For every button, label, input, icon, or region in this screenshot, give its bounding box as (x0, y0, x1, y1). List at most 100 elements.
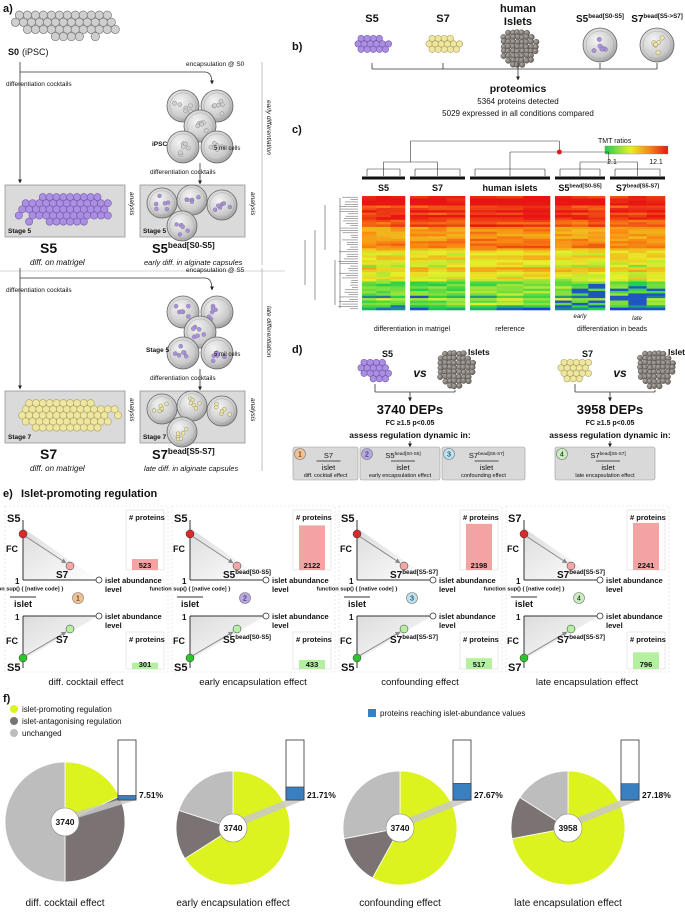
heatmap-cell (571, 283, 589, 287)
heatmap-cell (410, 224, 429, 228)
heatmap-cell (390, 295, 406, 299)
sample-label: S7 (56, 635, 69, 646)
heatmap-cell (628, 281, 647, 285)
cell (384, 369, 392, 377)
heatmap-cell (410, 203, 429, 206)
label: 3740 DEPs (377, 402, 444, 417)
heatmap-cell (428, 236, 447, 240)
label: S5 (382, 349, 393, 359)
capsule-cell (214, 405, 219, 410)
heatmap-cell (646, 248, 666, 251)
cell (66, 217, 75, 226)
end-dot (399, 561, 409, 571)
heatmap-cell (428, 288, 447, 292)
heatmap-cell (410, 257, 429, 261)
cell (375, 45, 383, 53)
heatmap-cell (628, 286, 647, 289)
heatmap-cell (376, 229, 391, 232)
heatmap-cell (646, 264, 666, 268)
heatmap-cell (376, 245, 391, 249)
label: Islets (668, 347, 685, 357)
heatmap-cell (571, 250, 589, 254)
sample-label: function sup() { [native code] } (484, 587, 566, 593)
capsule-cell (180, 224, 185, 229)
heatmap-cell (496, 238, 524, 242)
cell (100, 205, 109, 214)
bar-value: 517 (473, 660, 486, 669)
capsule-cell (227, 412, 232, 417)
shade (23, 616, 98, 660)
heatmap-cell (555, 205, 572, 209)
heatmap-cell (428, 302, 447, 306)
cell (381, 375, 389, 383)
heatmap-cell (628, 288, 647, 292)
heatmap-cell (571, 272, 589, 275)
heatmap-cell (610, 257, 629, 261)
cell (59, 217, 68, 226)
heatmap-cell (446, 267, 466, 270)
label-main: S7 (432, 183, 443, 193)
cell (369, 45, 377, 53)
heatmap-cell (610, 238, 629, 242)
heatmap-cell (446, 293, 466, 297)
heatmap-cell (362, 300, 377, 304)
badge-number: 1 (298, 452, 302, 459)
heatmap-cell (446, 198, 466, 202)
label-main: human (500, 3, 536, 15)
cell (45, 423, 54, 432)
heatmap-cell (390, 260, 406, 263)
heatmap-cell (470, 224, 497, 228)
heatmap-cell (571, 226, 589, 230)
heatmap-cell (628, 272, 647, 275)
heatmap-cell (362, 255, 377, 259)
heatmap-cell (588, 245, 606, 249)
cell (30, 24, 40, 34)
heatmap-cell (610, 281, 629, 285)
heatmap-cell (428, 267, 447, 270)
heatmap-cell (362, 226, 377, 230)
pie-total: 3740 (56, 817, 75, 827)
label-sup: function sup() { [native code] } (317, 587, 399, 593)
heatmap-cell (555, 276, 572, 280)
heatmap-cell (496, 281, 524, 285)
islet-cell (669, 368, 676, 375)
heatmap-cell (410, 243, 429, 247)
bar-value: 27.18% (642, 790, 671, 800)
callout (403, 800, 471, 825)
heatmap-cell (428, 274, 447, 278)
capsule (166, 416, 198, 448)
heatmap-cell (555, 274, 572, 278)
heatmap-cell (555, 307, 572, 311)
label: islet (515, 599, 533, 609)
heatmap-cell (588, 215, 606, 218)
heatmap-cell (446, 217, 466, 221)
heatmap-cell (376, 293, 391, 297)
cell (378, 358, 386, 366)
heatmap-cell (362, 260, 377, 263)
capsule-inner (209, 192, 235, 218)
label-sup: bead[S5-S7] (168, 447, 215, 456)
heatmap-cell (446, 274, 466, 278)
sample-label: S7 (436, 13, 449, 25)
cell (440, 45, 448, 53)
heatmap-cell (496, 207, 524, 211)
heatmap-cell (646, 236, 666, 240)
heatmap-cell (523, 302, 551, 306)
heatmap-cell (376, 257, 391, 261)
heatmap-cell (428, 262, 447, 266)
label: # proteins (630, 635, 666, 644)
heatmap-cell (646, 231, 666, 235)
heatmap-cell (628, 307, 647, 311)
heatmap-cell (646, 283, 666, 287)
capsule-shell (146, 187, 178, 219)
heatmap-cell (390, 200, 406, 204)
islet-cell (527, 38, 534, 45)
heatmap-cell (390, 272, 406, 275)
heatmap-cell (610, 219, 629, 223)
label: S5 (341, 513, 354, 525)
heatmap-cell (555, 267, 572, 270)
heatmap-cell (610, 302, 629, 306)
heatmap-cell (362, 203, 377, 206)
heatmap-cell (470, 196, 497, 199)
